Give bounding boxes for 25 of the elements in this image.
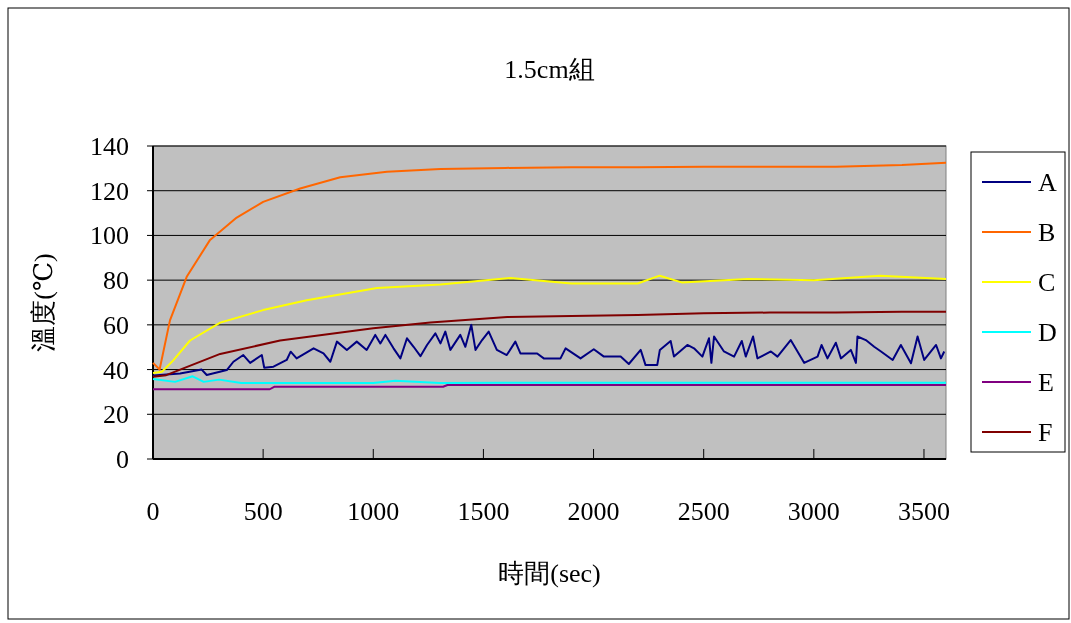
legend-label: C [1038,268,1056,297]
x-tick-label: 2500 [677,497,730,526]
y-tick-label: 0 [116,445,129,474]
ylabel: 溫度(℃) [29,253,58,352]
legend-label: F [1038,418,1053,447]
y-tick-label: 140 [90,132,129,161]
legend-label: A [1038,168,1057,197]
legend-label: B [1038,218,1056,247]
y-tick-label: 40 [103,355,129,385]
y-tick-label: 20 [103,400,129,430]
legend-label: E [1038,368,1054,397]
y-tick-label: 60 [103,310,129,340]
xlabel: 時間(sec) [498,559,601,588]
x-tick-label: 2000 [567,497,620,526]
x-tick-label: 1000 [347,497,400,526]
x-tick-label: 0 [146,497,160,526]
x-tick-label: 3000 [787,497,840,526]
y-tick-label: 100 [90,221,129,251]
x-tick-label: 3500 [897,497,950,526]
x-tick-label: 1500 [457,497,510,526]
x-tick-label: 500 [243,497,283,526]
title: 1.5cm組 [504,55,595,84]
legend-label: D [1038,318,1057,347]
y-tick-label: 120 [90,176,129,206]
y-tick-label: 80 [103,266,129,296]
